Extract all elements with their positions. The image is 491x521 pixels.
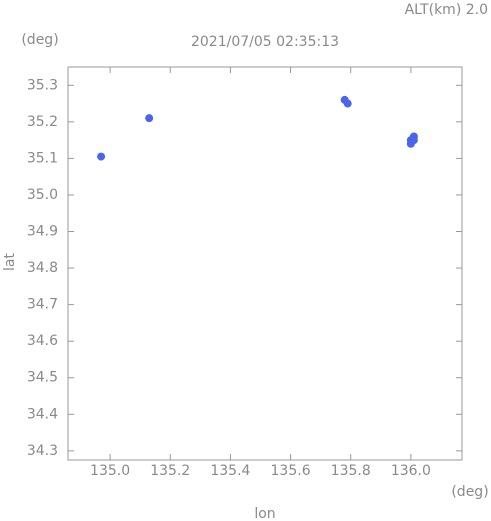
y-unit: (deg) [21, 32, 58, 48]
chart-title: 2021/07/05 02:35:13 [191, 34, 339, 50]
y-tick-label: 34.7 [27, 297, 58, 313]
x-tick-label: 136.0 [391, 463, 431, 479]
y-tick-label: 34.9 [27, 224, 58, 240]
point [409, 136, 418, 145]
y-tick-label: 35.3 [27, 77, 58, 93]
x-tick-label: 135.4 [210, 463, 250, 479]
plot-frame [67, 66, 463, 461]
y-tick-label: 34.3 [27, 443, 58, 459]
x-tick-label: 135.2 [150, 463, 190, 479]
y-tick-label: 35.0 [27, 187, 58, 203]
y-tick-label: 34.6 [27, 333, 58, 349]
chart-subtitle: ALT(km) 2.0 [405, 2, 488, 18]
y-axis-label: lat [2, 253, 18, 271]
y-tick-label: 34.4 [27, 406, 58, 422]
x-axis-label: lon [254, 506, 275, 521]
point [97, 152, 106, 161]
y-tick-label: 35.2 [27, 114, 58, 130]
y-tick-label: 34.8 [27, 260, 58, 276]
point [145, 114, 154, 123]
x-tick-label: 135.8 [331, 463, 371, 479]
x-tick-label: 135.6 [271, 463, 311, 479]
point [343, 99, 352, 108]
y-tick-label: 35.1 [27, 150, 58, 166]
x-unit: (deg) [451, 484, 488, 500]
y-tick-label: 34.5 [27, 370, 58, 386]
x-tick-label: 135.0 [90, 463, 130, 479]
